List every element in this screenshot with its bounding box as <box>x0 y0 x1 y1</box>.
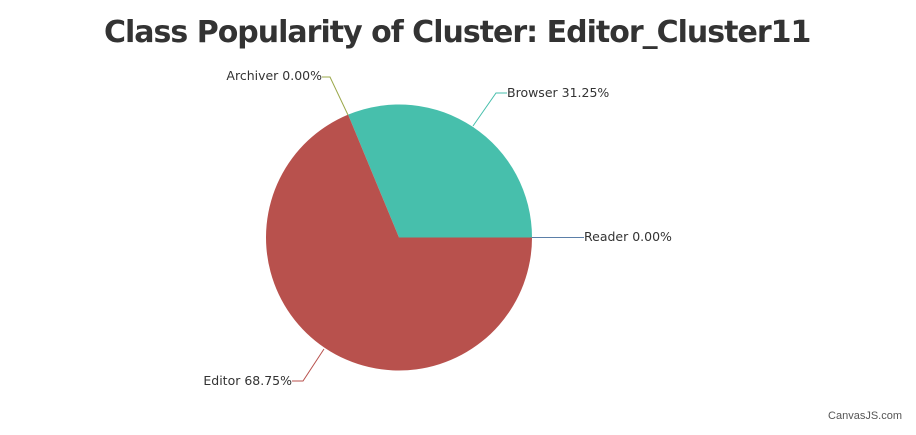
leader-line-browser <box>472 92 507 127</box>
leader-line-archiver <box>322 76 349 116</box>
pie-label-archiver: Archiver 0.00% <box>226 68 322 83</box>
pie-label-editor: Editor 68.75% <box>203 373 292 388</box>
pie-slice-editor[interactable] <box>266 114 532 371</box>
pie-labels: Browser 31.25% Reader 0.00% Editor 68.75% A… <box>203 68 672 388</box>
pie-label-browser: Browser 31.25% <box>507 85 609 100</box>
pie-slice-browser[interactable] <box>348 104 532 238</box>
pie-slices <box>266 104 532 371</box>
chart-title: Class Popularity of Cluster: Editor_Clus… <box>104 15 810 50</box>
canvasjs-credit[interactable]: CanvasJS.com <box>828 410 902 422</box>
pie-leader-lines <box>292 76 584 382</box>
pie-label-reader: Reader 0.00% <box>584 229 672 244</box>
leader-line-editor <box>292 348 325 382</box>
